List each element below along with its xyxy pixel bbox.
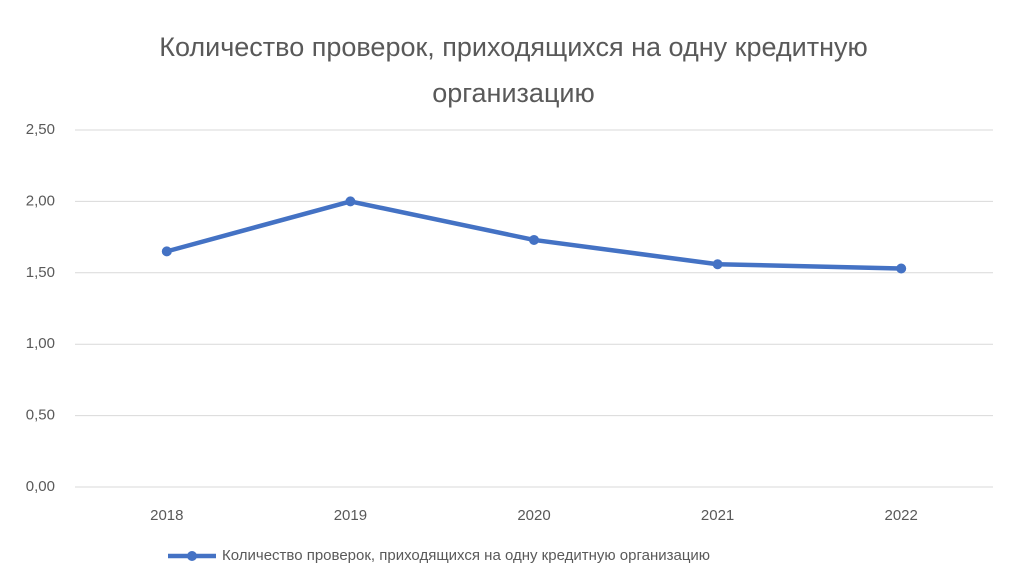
y-tick-label: 2,00	[26, 192, 55, 209]
y-tick-label: 0,50	[26, 407, 55, 424]
x-tick-label: 2020	[517, 507, 550, 524]
data-point	[896, 263, 907, 274]
data-point	[529, 234, 539, 245]
data-point	[161, 246, 172, 257]
y-tick-label: 0,00	[26, 478, 55, 495]
data-point	[345, 196, 356, 207]
x-tick-label: 2022	[885, 507, 918, 524]
y-tick-label: 1,50	[26, 264, 55, 281]
x-tick-label: 2021	[701, 507, 734, 524]
y-tick-label: 2,50	[26, 121, 55, 138]
x-tick-label: 2018	[150, 507, 183, 524]
y-tick-label: 1,00	[26, 335, 55, 352]
data-point	[712, 259, 723, 270]
x-tick-label: 2019	[334, 507, 367, 524]
chart-title: Количество проверок, приходящихся на одн…	[159, 32, 868, 108]
legend-label: Количество проверок, приходящихся на одн…	[222, 547, 710, 563]
legend-marker	[187, 551, 197, 561]
